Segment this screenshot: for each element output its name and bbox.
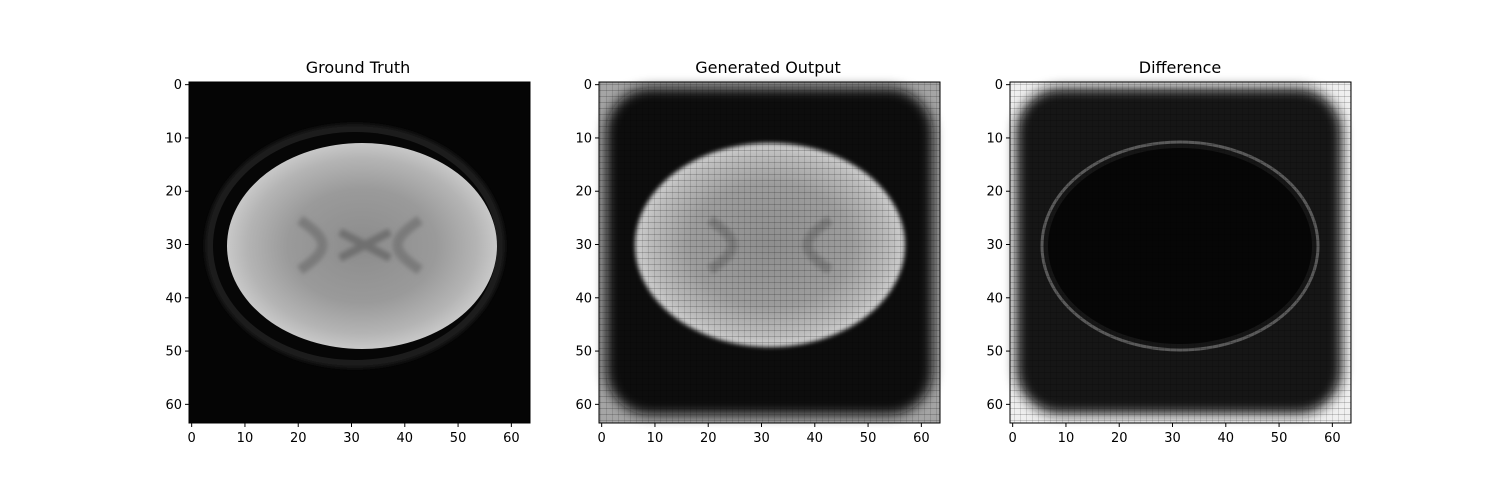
- y-tick-label: 0: [584, 78, 592, 93]
- x-tick-label: 20: [1111, 431, 1128, 446]
- y-tick-label: 20: [165, 185, 182, 200]
- y-tick-label: 40: [986, 291, 1003, 306]
- y-tick-label: 20: [986, 185, 1003, 200]
- x-tick-label: 10: [647, 431, 664, 446]
- x-tick-label: 30: [343, 431, 360, 446]
- y-tick-label: 20: [575, 185, 592, 200]
- image-ground-truth: [189, 82, 530, 423]
- x-tick-label: 60: [503, 431, 520, 446]
- x-tick-label: 0: [188, 431, 196, 446]
- y-tick-label: 10: [575, 131, 592, 146]
- x-tick-label: 20: [700, 431, 717, 446]
- y-tick-label: 30: [575, 238, 592, 253]
- x-tick-label: 0: [598, 431, 606, 446]
- panel-title: Ground Truth: [306, 58, 411, 77]
- y-tick-label: 30: [165, 238, 182, 253]
- x-tick-label: 0: [1009, 431, 1017, 446]
- panel-title: Difference: [1139, 58, 1221, 77]
- panel-difference: Difference 0 10 20 30 40 50 60 0 10 20 30 40 50 60: [986, 58, 1352, 446]
- x-tick-label: 20: [290, 431, 307, 446]
- panel-ground-truth: Ground Truth 0 10 20 30 40 50 60 0 10 20 30 40 50 60: [165, 58, 531, 446]
- x-tick-label: 50: [1271, 431, 1288, 446]
- y-tick-label: 10: [986, 131, 1003, 146]
- y-tick-label: 0: [174, 78, 182, 93]
- y-tick-label: 50: [575, 345, 592, 360]
- y-tick-label: 60: [575, 398, 592, 413]
- x-tick-label: 10: [1058, 431, 1075, 446]
- x-tick-label: 30: [753, 431, 770, 446]
- panel-title: Generated Output: [695, 58, 841, 77]
- x-tick-label: 10: [237, 431, 254, 446]
- y-tick-label: 40: [575, 291, 592, 306]
- x-tick-label: 40: [1218, 431, 1235, 446]
- y-tick-label: 40: [165, 291, 182, 306]
- y-tick-label: 60: [986, 398, 1003, 413]
- y-tick-label: 50: [165, 345, 182, 360]
- panel-generated-output: Generated Output 0 10 20 30 40 50 60 0 10 20 30 40 5…: [575, 58, 941, 446]
- y-tick-label: 0: [995, 78, 1003, 93]
- y-tick-label: 30: [986, 238, 1003, 253]
- x-tick-label: 40: [397, 431, 414, 446]
- image-generated-output: [599, 82, 940, 423]
- x-tick-label: 50: [450, 431, 467, 446]
- image-difference: [1010, 82, 1351, 423]
- x-tick-label: 40: [807, 431, 824, 446]
- x-tick-label: 60: [1324, 431, 1341, 446]
- x-tick-label: 30: [1164, 431, 1181, 446]
- y-tick-label: 50: [986, 345, 1003, 360]
- x-tick-label: 50: [860, 431, 877, 446]
- y-tick-label: 60: [165, 398, 182, 413]
- y-tick-label: 10: [165, 131, 182, 146]
- x-tick-label: 60: [913, 431, 930, 446]
